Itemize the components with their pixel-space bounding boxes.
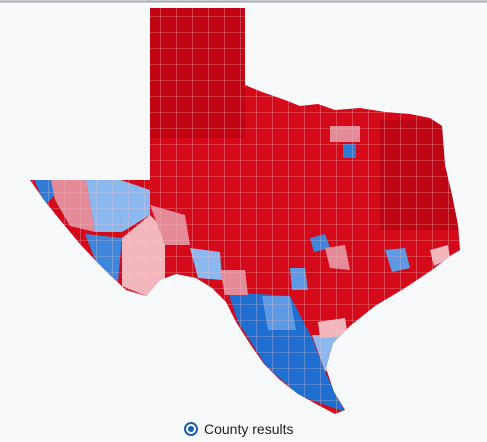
- results-toggle[interactable]: County results: [184, 421, 293, 437]
- radio-button[interactable]: [184, 422, 198, 436]
- toggle-label[interactable]: County results: [204, 421, 294, 437]
- radio-dot: [188, 426, 194, 432]
